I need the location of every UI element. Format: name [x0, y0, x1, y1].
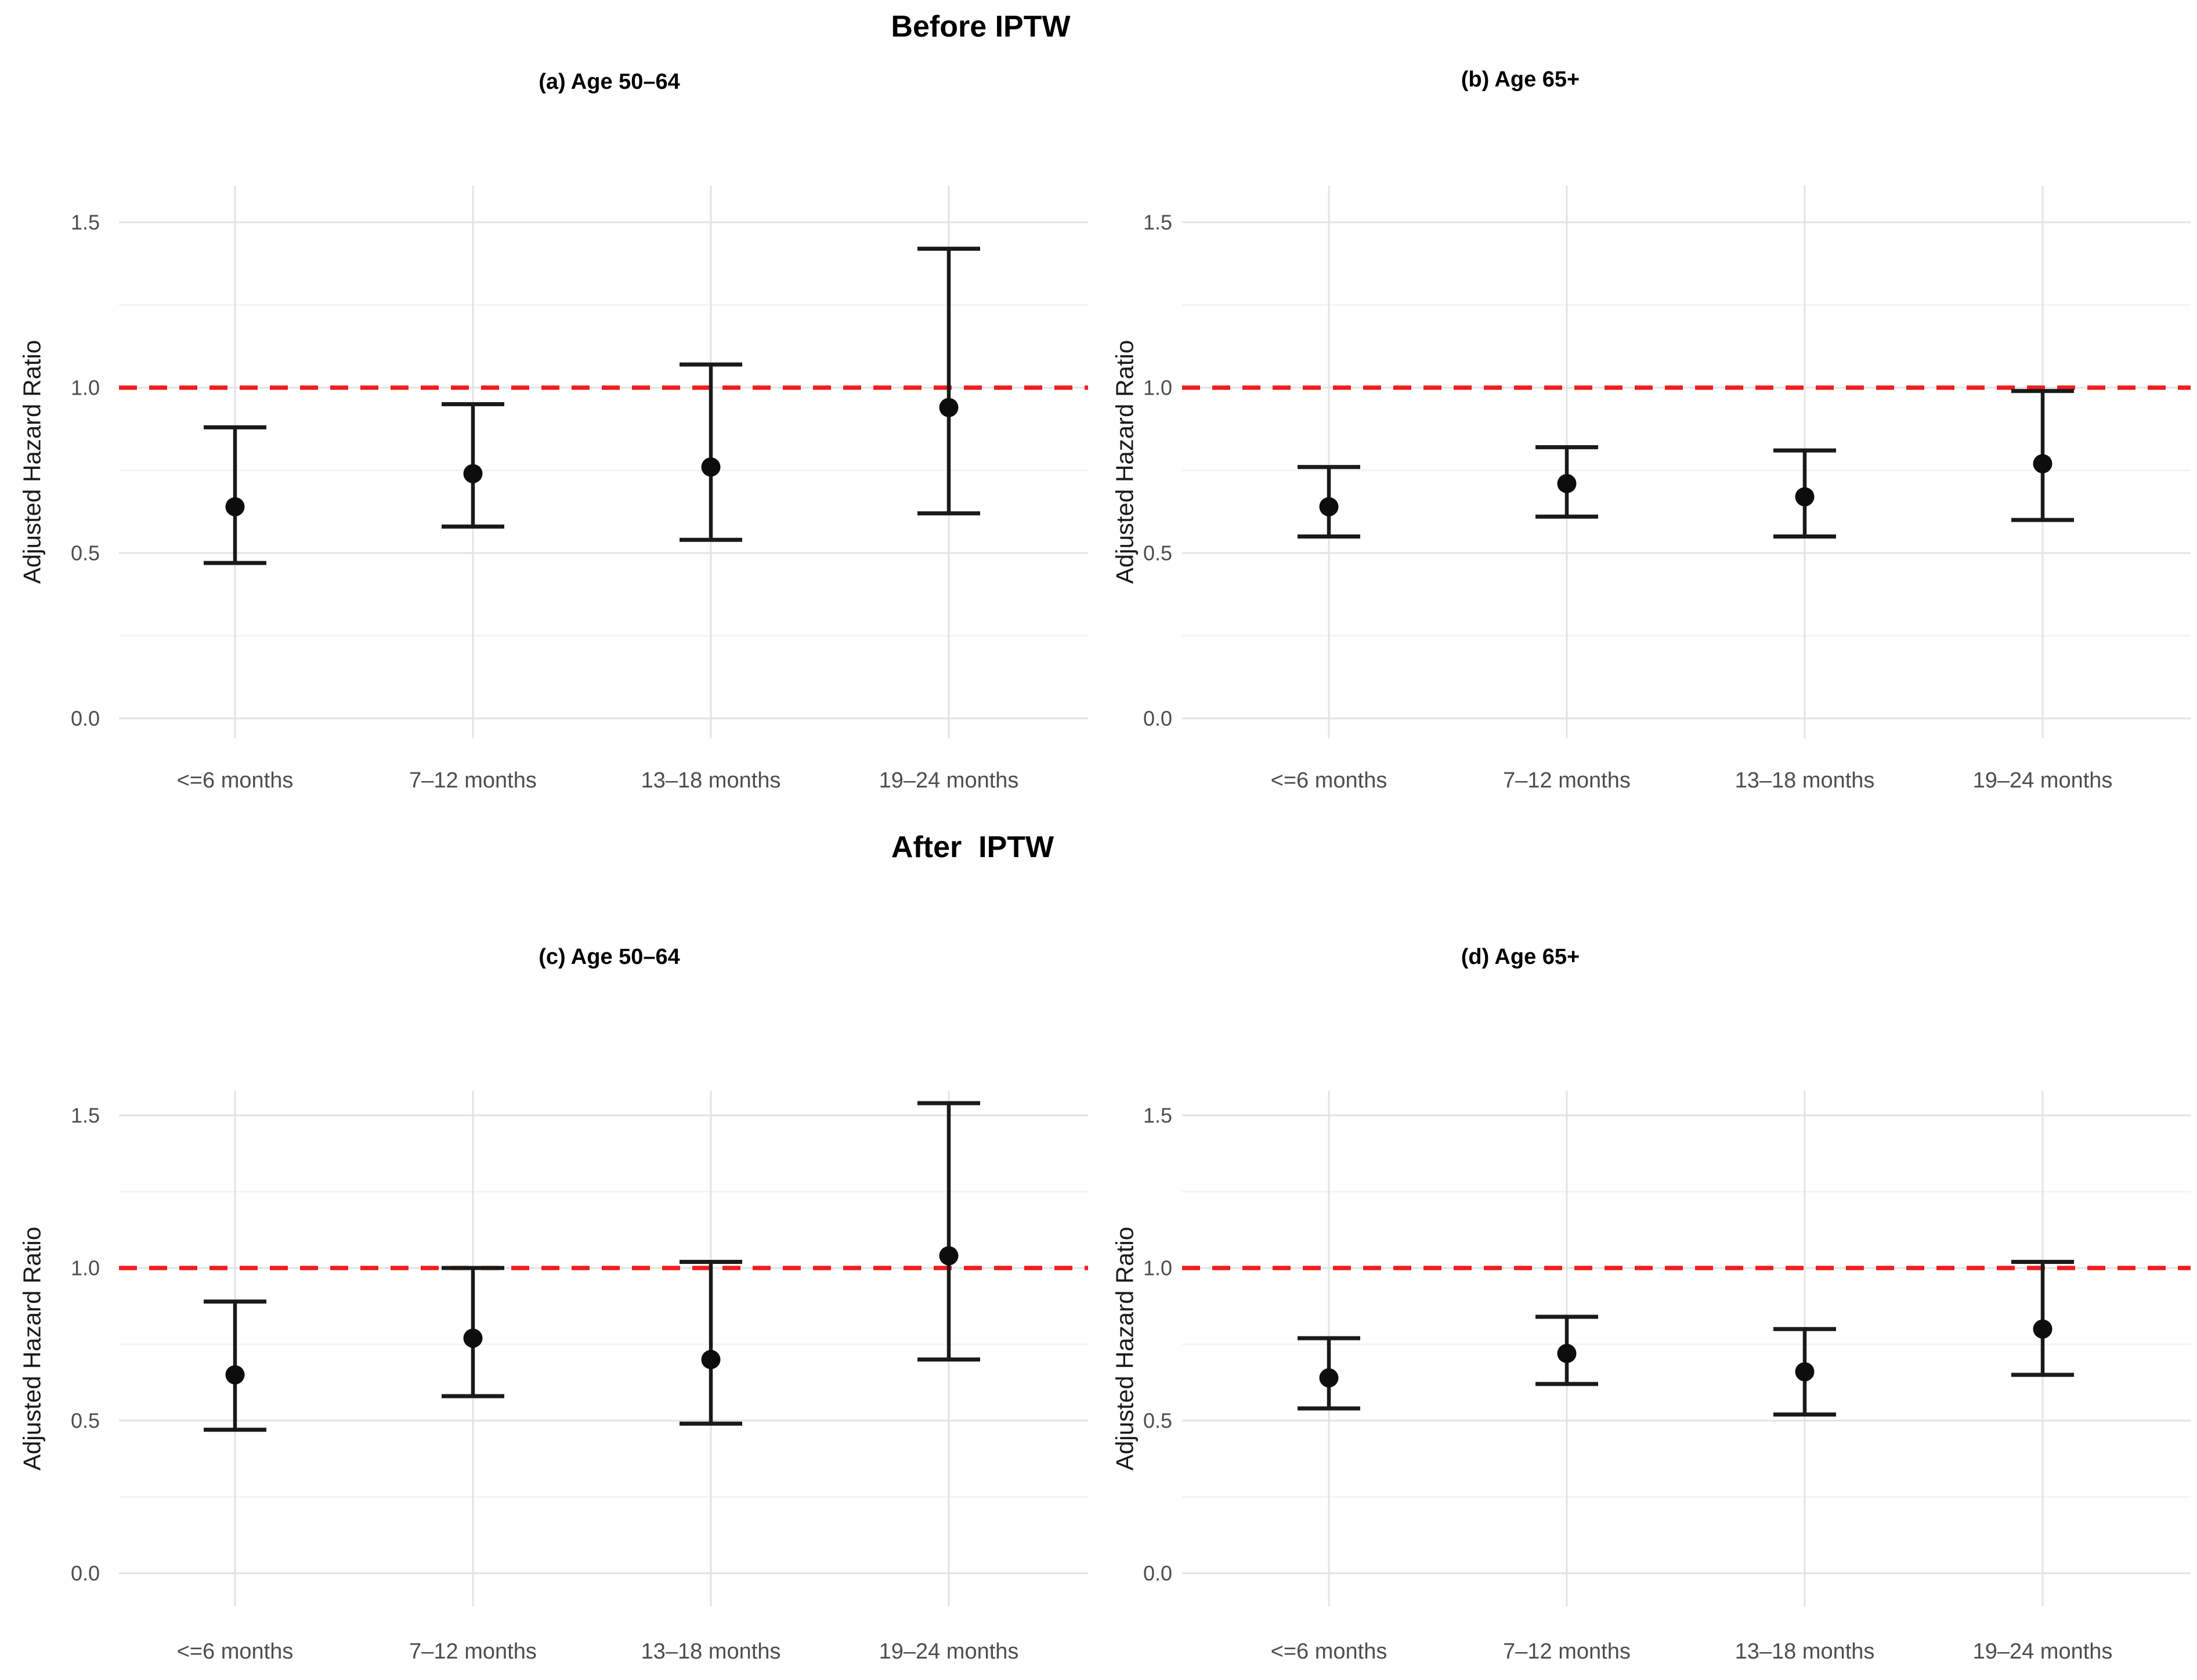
- point-estimate: [1557, 1343, 1577, 1363]
- point-estimate: [939, 398, 959, 417]
- x-category-label: 7–12 months: [409, 1639, 537, 1664]
- x-category-label: <=6 months: [177, 768, 294, 793]
- y-tick-label: 0.0: [71, 707, 100, 731]
- point-estimate: [225, 1365, 245, 1385]
- x-category-label: 19–24 months: [879, 1639, 1019, 1664]
- x-category-label: 13–18 months: [641, 1639, 781, 1664]
- point-estimate: [701, 1350, 721, 1370]
- panel-b: 0.0 0.5 1.0 1.5 <=6 months 7–12 months 13–18 m…: [1111, 186, 2191, 793]
- x-category-label: 7–12 months: [409, 768, 537, 793]
- x-category-label: 13–18 months: [1735, 768, 1875, 793]
- x-category-label: 19–24 months: [879, 768, 1019, 793]
- y-tick-label: 0.5: [71, 541, 100, 565]
- y-axis-title: Adjusted Hazard Ratio: [1111, 340, 1139, 584]
- x-category-label: 7–12 months: [1503, 768, 1631, 793]
- y-tick-label: 0.0: [1143, 1562, 1172, 1585]
- y-tick-label: 0.5: [1143, 1409, 1172, 1433]
- x-category-label: <=6 months: [1271, 768, 1387, 793]
- panel-d-subtitle: (d) Age 65+: [1461, 945, 1580, 969]
- point-estimate: [1319, 497, 1339, 516]
- point-estimate: [1795, 1362, 1815, 1382]
- y-tick-label: 1.5: [1143, 211, 1172, 234]
- x-category-label: <=6 months: [177, 1639, 294, 1664]
- y-tick-label: 1.5: [1143, 1104, 1172, 1128]
- y-tick-label: 1.5: [71, 211, 100, 234]
- point-estimate: [1557, 474, 1577, 493]
- point-estimate: [2033, 454, 2053, 474]
- x-category-label: 19–24 months: [1973, 1639, 2113, 1664]
- x-category-label: 7–12 months: [1503, 1639, 1631, 1664]
- y-tick-label: 0.5: [1143, 541, 1172, 565]
- panel-b-subtitle: (b) Age 65+: [1461, 67, 1580, 92]
- point-estimate: [225, 497, 245, 516]
- panel-c-subtitle: (c) Age 50–64: [539, 945, 680, 969]
- y-tick-label: 1.0: [1143, 1256, 1172, 1280]
- y-axis-title: Adjusted Hazard Ratio: [1111, 1227, 1139, 1471]
- x-category-label: 19–24 months: [1973, 768, 2113, 793]
- point-estimate: [463, 464, 483, 483]
- point-estimate: [2033, 1319, 2053, 1339]
- row-title-after-iptw: After IPTW: [891, 830, 1054, 864]
- point-estimate: [701, 457, 721, 477]
- panel-a-subtitle: (a) Age 50–64: [539, 70, 680, 94]
- point-estimate: [463, 1328, 483, 1348]
- y-tick-label: 1.0: [71, 1256, 100, 1280]
- y-tick-label: 0.0: [71, 1562, 100, 1585]
- x-category-label: 13–18 months: [641, 768, 781, 793]
- x-category-label: <=6 months: [1271, 1639, 1387, 1664]
- x-category-label: 13–18 months: [1735, 1639, 1875, 1664]
- y-tick-label: 1.0: [1143, 376, 1172, 400]
- point-estimate: [1795, 487, 1815, 507]
- point-estimate: [1319, 1368, 1339, 1388]
- y-tick-label: 1.0: [71, 376, 100, 400]
- row-title-before-iptw: Before IPTW: [891, 10, 1071, 44]
- y-axis-title: Adjusted Hazard Ratio: [19, 1227, 46, 1471]
- y-tick-label: 0.0: [1143, 707, 1172, 731]
- panel-a: 0.0 0.5 1.0 1.5 <=6 months 7–12 months 13–18 m…: [19, 186, 1088, 793]
- panel-c: 0.0 0.5 1.0 1.5 <=6 months 7–12 months 13–18 m…: [19, 1091, 1088, 1664]
- panel-d: 0.0 0.5 1.0 1.5 <=6 months 7–12 months 13–18 m…: [1111, 1091, 2191, 1664]
- y-tick-label: 1.5: [71, 1104, 100, 1128]
- point-estimate: [939, 1246, 959, 1266]
- y-tick-label: 0.5: [71, 1409, 100, 1433]
- y-axis-title: Adjusted Hazard Ratio: [19, 340, 46, 584]
